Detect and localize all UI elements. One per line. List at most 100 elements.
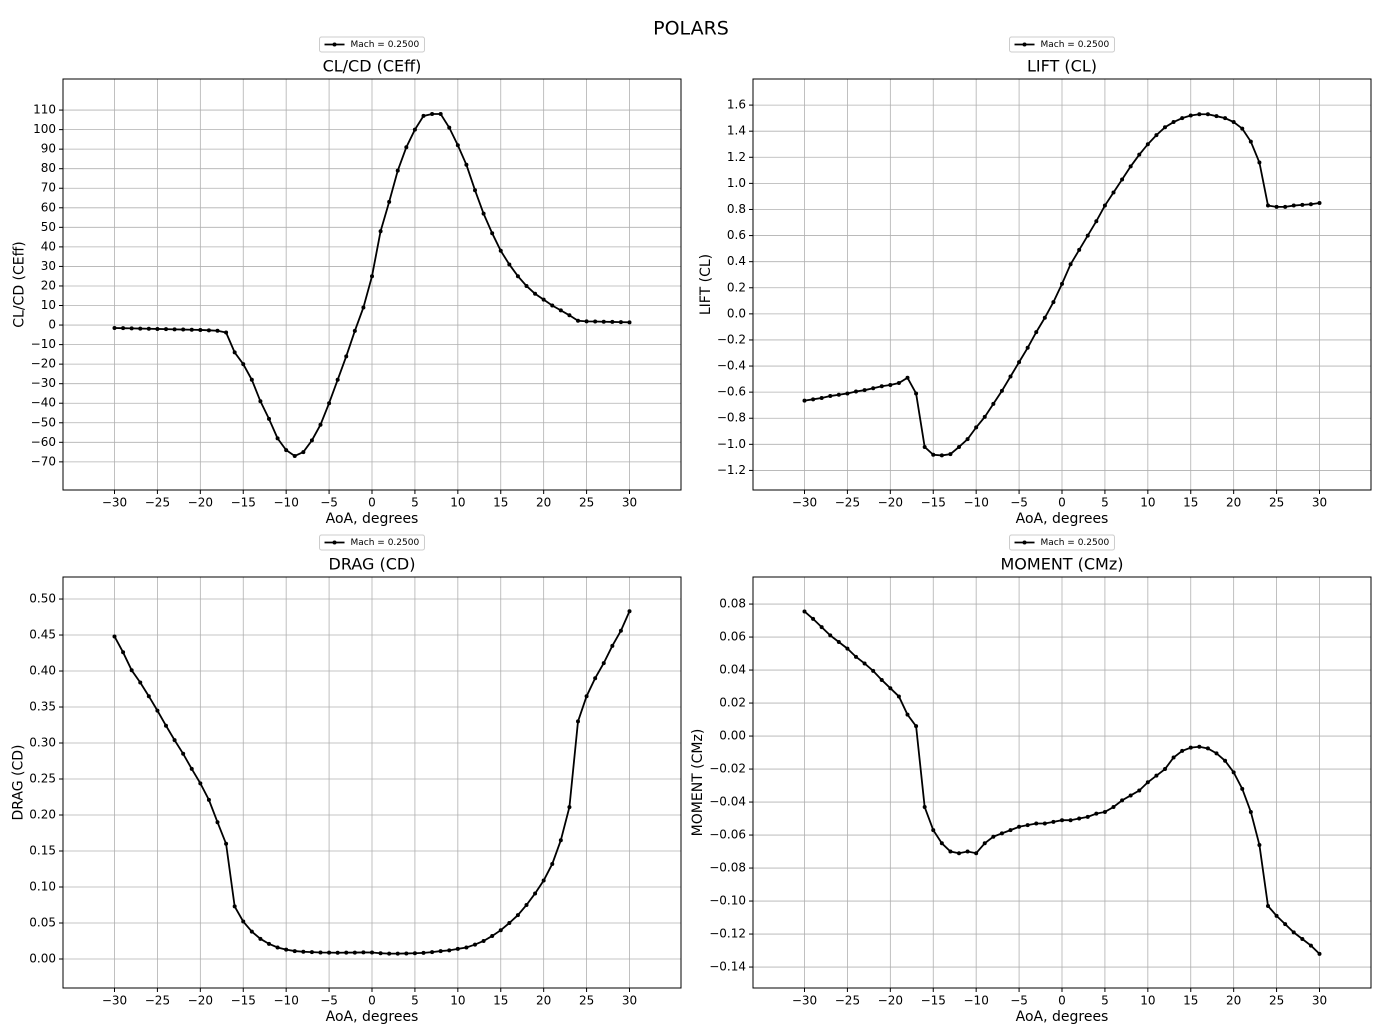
x-tick-label: −30 [102, 994, 127, 1008]
x-tick-label: −20 [878, 994, 903, 1008]
y-tick-label: −60 [31, 435, 56, 449]
y-tick-label: −0.8 [717, 411, 746, 425]
data-point [370, 950, 374, 955]
data-point [267, 941, 271, 946]
data-point [181, 327, 186, 332]
data-point [1197, 744, 1202, 749]
data-point [1205, 746, 1210, 751]
y-tick-label: 0.4 [727, 254, 746, 268]
data-point [249, 929, 254, 934]
data-point [576, 719, 580, 724]
y-tick-label: 0.05 [29, 915, 56, 929]
data-point [361, 950, 366, 955]
y-tick-label: 0.6 [727, 228, 746, 242]
data-point [1283, 922, 1288, 927]
data-point [879, 384, 884, 389]
data-point [1017, 824, 1022, 829]
x-tick-label: 5 [411, 994, 419, 1008]
data-point [112, 325, 117, 330]
data-point [1266, 203, 1270, 208]
data-point [1274, 913, 1279, 918]
x-tick-label: 5 [411, 496, 419, 510]
data-point [1094, 811, 1099, 816]
data-point [845, 391, 850, 396]
legend-label: Mach = 0.2500 [351, 40, 420, 50]
data-point [292, 453, 297, 458]
y-tick-label: 80 [41, 161, 56, 175]
x-tick-label: 30 [1312, 994, 1327, 1008]
data-point [991, 401, 996, 406]
data-point [922, 805, 927, 810]
data-point [1231, 770, 1236, 775]
data-point [395, 951, 400, 956]
data-point [309, 950, 314, 955]
x-tick-label: −5 [320, 496, 338, 510]
data-point [567, 805, 572, 810]
chart-title: DRAG (CD) [329, 555, 416, 574]
x-tick-label: −20 [878, 496, 903, 510]
data-point [1145, 142, 1150, 147]
y-axis-label: LIFT (CL) [698, 254, 714, 315]
legend: Mach = 0.2500 [1009, 534, 1115, 551]
y-tick-label: −0.02 [709, 762, 746, 776]
data-point [845, 646, 850, 651]
data-point [1137, 788, 1142, 793]
data-point [533, 291, 538, 296]
data-point [1188, 745, 1193, 750]
x-tick-label: 0 [368, 496, 376, 510]
y-tick-label: 1.4 [727, 124, 746, 138]
data-point [627, 609, 632, 614]
data-point [999, 831, 1004, 836]
y-tick-label: −0.08 [709, 861, 746, 875]
data-point [1077, 816, 1082, 821]
data-point [854, 389, 858, 394]
y-tick-label: −0.12 [709, 927, 746, 941]
x-tick-label: −5 [1010, 496, 1028, 510]
y-tick-label: 100 [33, 122, 56, 136]
legend-marker [1022, 42, 1027, 47]
y-tick-label: −0.14 [709, 960, 746, 974]
data-point [1068, 818, 1073, 823]
data-point [258, 399, 263, 404]
legend-frame [319, 36, 425, 53]
data-point [1085, 814, 1090, 819]
data-point [541, 297, 546, 302]
data-point [931, 452, 936, 457]
data-point [1008, 374, 1013, 379]
data-point [618, 320, 623, 325]
plot-area [802, 609, 1322, 956]
data-point [1317, 951, 1322, 956]
data-point [206, 797, 211, 802]
axes-frame [752, 576, 1372, 989]
x-tick-label: −5 [320, 994, 338, 1008]
data-point [836, 640, 841, 645]
data-point [819, 625, 824, 630]
x-tick-label: 25 [1269, 994, 1284, 1008]
data-point [1111, 190, 1116, 195]
data-point [618, 628, 623, 633]
data-point [490, 231, 495, 236]
data-point [327, 950, 332, 955]
x-tick-label: 0 [368, 994, 376, 1008]
legend-label: Mach = 0.2500 [351, 538, 420, 548]
data-point [138, 680, 143, 685]
x-tick-label: −25 [145, 496, 170, 510]
y-tick-label: −10 [31, 337, 56, 351]
data-point [1308, 202, 1313, 207]
y-tick-label: 0.10 [29, 879, 56, 893]
data-point [301, 949, 306, 954]
data-point [524, 902, 529, 907]
data-point [507, 262, 512, 267]
x-tick-label: 10 [1140, 496, 1155, 510]
data-point [1291, 203, 1296, 208]
data-point [914, 724, 919, 729]
data-point [1171, 755, 1176, 760]
data-point [939, 453, 944, 458]
data-point [1128, 793, 1133, 798]
data-point [550, 303, 555, 308]
data-point [1085, 233, 1090, 238]
data-point [854, 654, 858, 659]
data-point [1240, 786, 1245, 791]
y-tick-label: 0.45 [29, 628, 56, 642]
x-tick-label: −15 [921, 994, 946, 1008]
